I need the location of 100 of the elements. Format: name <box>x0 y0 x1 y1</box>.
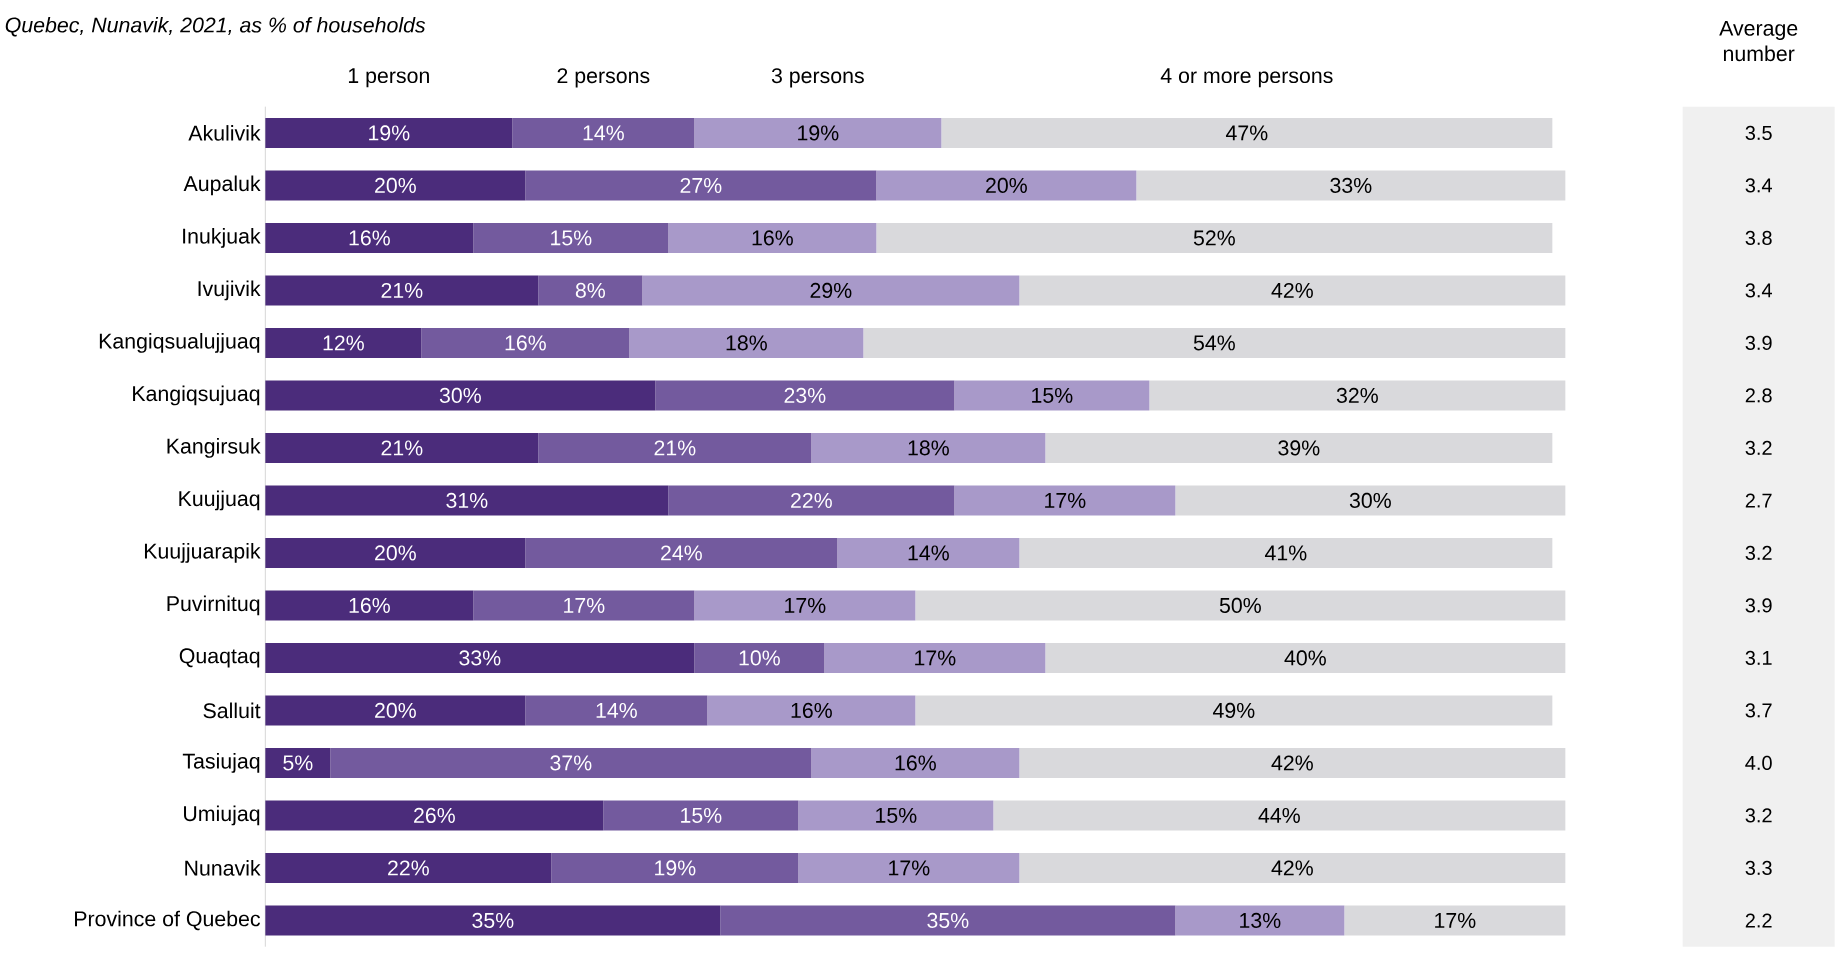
bar <box>811 747 1020 778</box>
data-label: 42% <box>1271 755 1313 771</box>
bar <box>642 275 1020 306</box>
data-label: 30% <box>1349 492 1391 508</box>
data-label: 16% <box>349 597 390 613</box>
data-label: 10% <box>739 650 780 666</box>
bar <box>265 485 669 516</box>
text: 3.3 <box>1745 860 1772 875</box>
series-label: 3 persons <box>771 68 864 88</box>
data-label: 17% <box>915 650 956 666</box>
bar <box>694 590 916 621</box>
bar <box>538 275 643 306</box>
bar <box>1019 852 1566 883</box>
text: 3.5 <box>1745 125 1772 140</box>
data-label: 19% <box>798 125 839 141</box>
bar <box>265 432 539 463</box>
y-tick-label: Kangirsuk <box>167 437 261 458</box>
bar <box>1019 537 1553 568</box>
data-label: 12% <box>323 335 364 351</box>
data-label: 23% <box>784 387 826 403</box>
data-label: 22% <box>388 860 429 876</box>
data-label: 42% <box>1271 282 1313 298</box>
bar <box>265 222 474 253</box>
data-label: 54% <box>1193 335 1235 351</box>
data-label: 42% <box>1271 860 1313 876</box>
data-label: 35% <box>927 912 969 928</box>
bar <box>668 485 955 516</box>
y-tick-label: Nunavik <box>185 860 261 876</box>
bar <box>421 327 630 358</box>
data-label: 21% <box>381 440 423 456</box>
series-label: 1 person <box>348 68 429 88</box>
data-label: 20% <box>375 545 416 561</box>
series-label: 4 or more persons <box>1160 68 1333 88</box>
text: 3.9 <box>1745 598 1772 613</box>
series-label: 2 persons <box>557 68 650 88</box>
data-label: 39% <box>1278 440 1320 456</box>
data-label: 40% <box>1284 650 1326 666</box>
bar <box>265 170 526 201</box>
data-label: 33% <box>459 650 501 666</box>
bar <box>1175 485 1566 516</box>
bar <box>473 222 669 253</box>
bar <box>941 117 1553 148</box>
bar <box>265 642 695 673</box>
data-label: 5% <box>283 755 313 771</box>
data-label: 18% <box>726 335 767 351</box>
y-tick-label: Tasiujaq <box>182 752 260 773</box>
data-label: 20% <box>375 702 416 718</box>
y-tick-label: Akulivik <box>188 125 261 141</box>
data-label: 18% <box>908 440 949 456</box>
text: 3.2 <box>1745 545 1772 560</box>
bar <box>265 695 526 726</box>
data-label: 47% <box>1225 125 1268 141</box>
data-label: 8% <box>575 282 605 298</box>
bar <box>954 380 1150 411</box>
bar <box>1149 380 1566 411</box>
y-tick-label: Province of Quebec <box>75 910 261 931</box>
y-tick-label: Quaqtaq <box>179 648 260 668</box>
bar <box>265 852 552 883</box>
data-label: 35% <box>472 912 514 928</box>
bar <box>720 905 1176 936</box>
text: 3.1 <box>1745 650 1772 665</box>
data-label: 19% <box>369 125 410 141</box>
y-tick-label: Kuujjuaq <box>179 490 260 511</box>
bar <box>265 327 422 358</box>
y-tick-label: Puvirnituq <box>167 595 260 616</box>
bar <box>798 800 994 831</box>
data-label: 14% <box>583 125 624 141</box>
data-label: 20% <box>375 177 416 193</box>
bar <box>1344 905 1566 936</box>
bar <box>876 222 1553 253</box>
text: 2.7 <box>1745 493 1772 508</box>
data-label: 21% <box>654 440 696 456</box>
bar <box>811 432 1046 463</box>
data-label: 20% <box>986 177 1027 193</box>
bar <box>525 170 877 201</box>
data-label: 16% <box>505 335 546 351</box>
bar <box>993 800 1566 831</box>
data-label: 29% <box>810 282 852 298</box>
y-tick-label: Ivujivik <box>198 280 261 301</box>
y-tick-label: Kangiqsujuaq <box>133 385 260 406</box>
data-label: 16% <box>895 755 936 771</box>
bar <box>655 380 955 411</box>
bar <box>551 852 799 883</box>
bar <box>473 590 695 621</box>
data-label: 52% <box>1193 230 1235 246</box>
data-label: 16% <box>791 702 832 718</box>
bar <box>265 380 656 411</box>
bar <box>265 747 331 778</box>
bar <box>694 642 825 673</box>
bar <box>837 537 1020 568</box>
data-label: 30% <box>439 387 481 403</box>
text: 3.8 <box>1745 230 1772 245</box>
data-label: 14% <box>908 545 949 561</box>
data-label: 22% <box>791 492 832 508</box>
data-label: 32% <box>1336 387 1378 403</box>
data-label: 50% <box>1219 597 1261 613</box>
bar <box>1019 275 1566 306</box>
bar <box>330 747 812 778</box>
data-label: 17% <box>889 860 930 876</box>
bar <box>525 537 838 568</box>
